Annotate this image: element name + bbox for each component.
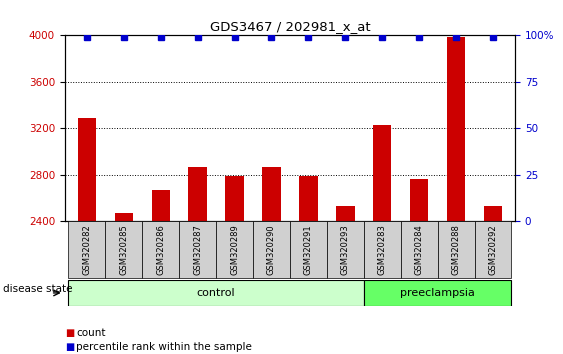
Text: count: count [76,328,105,338]
Bar [447,36,465,221]
Bar [437,221,475,278]
Bar [336,206,355,221]
Bar [410,179,428,221]
Bar [327,221,364,278]
Text: control: control [197,288,235,298]
Bar [78,118,96,221]
Text: GSM320286: GSM320286 [156,224,165,275]
Text: GSM320292: GSM320292 [489,224,498,275]
Bar [225,176,244,221]
Bar [290,221,327,278]
Bar [364,221,401,278]
Bar [179,221,216,278]
Text: GSM320289: GSM320289 [230,224,239,275]
Text: GSM320283: GSM320283 [378,224,387,275]
Text: GSM320282: GSM320282 [82,224,91,275]
Bar [105,221,142,278]
Bar [299,176,318,221]
Text: percentile rank within the sample: percentile rank within the sample [76,342,252,352]
Text: ■: ■ [65,328,74,338]
Bar [364,280,511,306]
Bar [475,221,511,278]
Bar [151,190,170,221]
Bar [69,280,364,306]
Bar [253,221,290,278]
Text: GSM320293: GSM320293 [341,224,350,275]
Text: disease state: disease state [3,284,72,295]
Title: GDS3467 / 202981_x_at: GDS3467 / 202981_x_at [209,20,370,33]
Text: GSM320291: GSM320291 [304,224,313,275]
Bar [115,213,133,221]
Bar [373,125,391,221]
Bar [216,221,253,278]
Text: GSM320287: GSM320287 [193,224,202,275]
Text: GSM320288: GSM320288 [452,224,461,275]
Bar [401,221,437,278]
Bar [262,167,281,221]
Text: preeclampsia: preeclampsia [400,288,475,298]
Bar [189,167,207,221]
Text: GSM320284: GSM320284 [415,224,424,275]
Bar [484,206,502,221]
Text: GSM320285: GSM320285 [119,224,128,275]
Bar [142,221,179,278]
Text: ■: ■ [65,342,74,352]
Text: GSM320290: GSM320290 [267,224,276,275]
Bar [69,221,105,278]
